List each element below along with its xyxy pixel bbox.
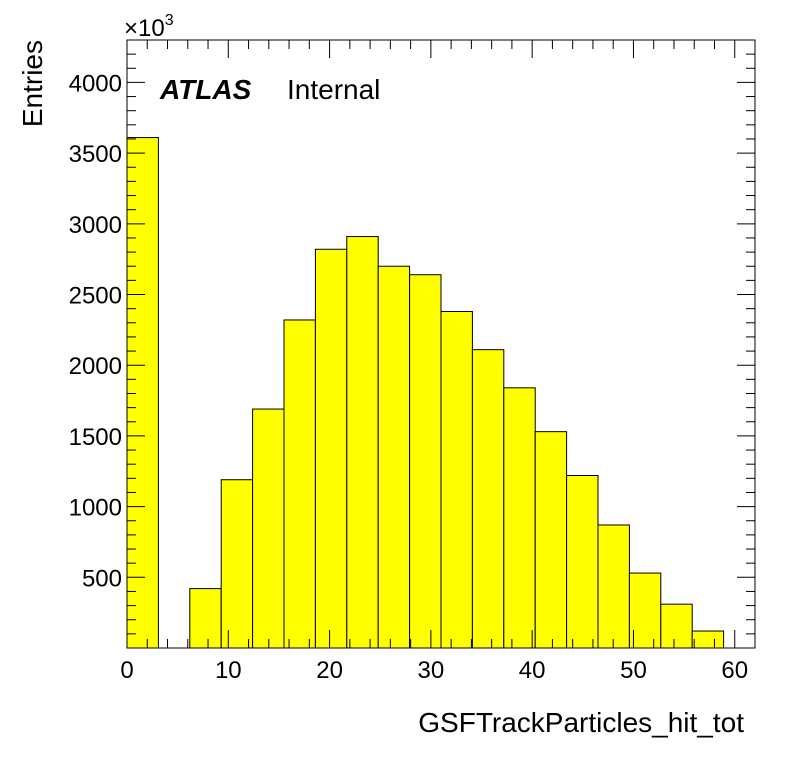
histogram-bin — [409, 274, 442, 649]
x-tick-label: 20 — [316, 657, 343, 684]
histogram-bars — [126, 137, 725, 649]
x-tick-label: 50 — [620, 657, 647, 684]
histogram-bin — [440, 310, 473, 649]
histogram-bin — [660, 603, 693, 649]
histogram-bin — [283, 319, 316, 649]
y-tick-label: 1000 — [69, 495, 122, 522]
histogram-bin — [471, 349, 505, 649]
y-axis-title: Entries — [17, 40, 48, 127]
plot-frame — [126, 39, 756, 649]
y-multiplier-base: ×10 — [124, 15, 165, 42]
histogram-bin — [534, 431, 568, 649]
y-tick-label: 500 — [82, 565, 122, 592]
y-tick-label: 3000 — [69, 212, 122, 239]
y-multiplier-exponent: 3 — [165, 12, 174, 29]
histogram-bin — [126, 137, 159, 649]
histogram-bin — [503, 387, 536, 649]
histogram-bin — [346, 236, 379, 649]
histogram-bin — [252, 408, 285, 649]
y-tick-label: 3500 — [69, 141, 122, 168]
x-tick-label: 40 — [519, 657, 546, 684]
tick-labels: 0 10 20 30 40 50 60 500 1000 1500 2000 2500 3000 3500… — [69, 70, 748, 684]
histogram-bin — [220, 479, 254, 649]
y-tick-label: 1500 — [69, 424, 122, 451]
x-axis-title: GSFTrackParticles_hit_tot — [418, 707, 744, 738]
axis-ticks — [126, 39, 756, 649]
x-tick-label: 0 — [120, 657, 133, 684]
histogram-bin — [628, 572, 662, 649]
atlas-status-label: Internal — [287, 74, 380, 105]
y-tick-label: 2000 — [69, 353, 122, 380]
y-tick-label: 2500 — [69, 283, 122, 310]
histogram-bin — [691, 630, 725, 649]
x-tick-label: 10 — [215, 657, 242, 684]
histogram-bin — [189, 588, 222, 649]
x-tick-label: 60 — [721, 657, 748, 684]
histogram-bin — [377, 265, 411, 649]
histogram-bin — [597, 524, 630, 649]
x-tick-label: 30 — [418, 657, 445, 684]
y-multiplier-label: ×103 — [124, 12, 174, 42]
y-tick-label: 4000 — [69, 70, 122, 97]
histogram-bin — [566, 474, 599, 649]
histogram-bin — [314, 248, 348, 649]
atlas-label: ATLAS — [159, 74, 252, 105]
